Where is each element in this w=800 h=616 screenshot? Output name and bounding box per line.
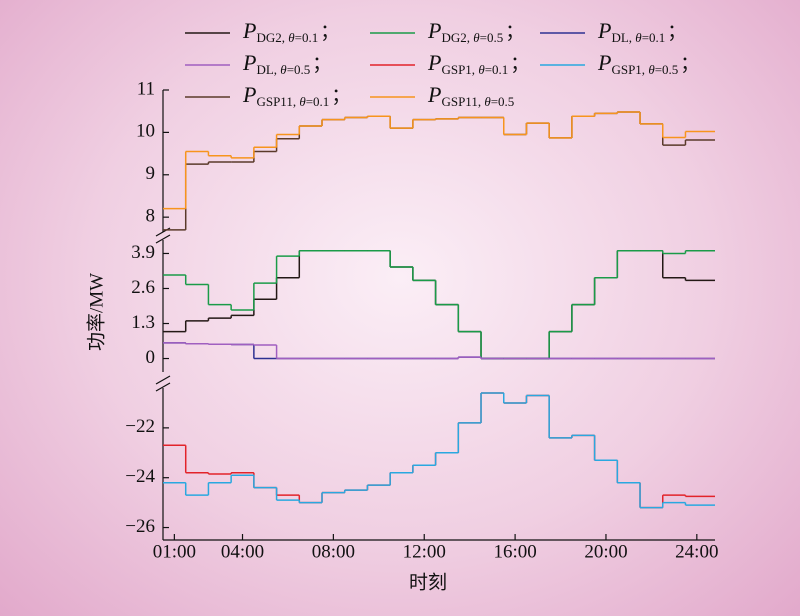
- legend-label: PGSP1, θ=0.1: [427, 50, 508, 77]
- legend-separator: ；: [680, 53, 699, 74]
- legend-name: PGSP11, θ=0.5: [427, 82, 514, 109]
- legend-separator: ；: [331, 85, 350, 106]
- y-tick-label: 3.9: [131, 242, 155, 263]
- legend-name: PDL, θ=0.1: [597, 18, 665, 45]
- legend-label: PGSP11, θ=0.1: [242, 82, 329, 109]
- y-tick-label: −22: [125, 416, 155, 437]
- legend-separator: ；: [667, 21, 686, 42]
- y-tick-label: 8: [146, 206, 156, 227]
- x-tick-label: 20:00: [584, 541, 627, 562]
- legend-name: PDG2, θ=0.5: [427, 18, 503, 45]
- y-tick-label: −24: [125, 466, 155, 487]
- legend-label: PDG2, θ=0.5: [427, 18, 503, 45]
- legend-separator: ；: [320, 21, 339, 42]
- x-tick-label: 12:00: [403, 541, 446, 562]
- x-tick-label: 04:00: [221, 541, 264, 562]
- legend-name: PDL, θ=0.5: [242, 50, 310, 77]
- legend-label: PDG2, θ=0.1: [242, 18, 318, 45]
- axis-break: [155, 382, 171, 392]
- y-tick-label: 0: [146, 347, 156, 368]
- axis-break: [155, 234, 171, 244]
- legend-separator: ；: [312, 53, 331, 74]
- y-tick-label: −26: [125, 516, 155, 537]
- axis-break: [155, 375, 171, 385]
- y-axis-label: 功率/MW: [85, 273, 107, 351]
- legend-separator: ；: [505, 21, 524, 42]
- x-tick-label: 01:00: [153, 541, 196, 562]
- y-tick-label: 2.6: [131, 277, 155, 298]
- x-axis-label: 时刻: [409, 571, 447, 593]
- legend-label: PDL, θ=0.5: [242, 50, 310, 77]
- y-tick-label: 11: [137, 78, 155, 99]
- legend-name: PGSP1, θ=0.5: [597, 50, 678, 77]
- y-tick-label: 9: [146, 163, 156, 184]
- x-tick-label: 24:00: [675, 541, 718, 562]
- y-tick-label: 1.3: [131, 312, 155, 333]
- legend-separator: ；: [510, 53, 529, 74]
- y-tick-label: 10: [136, 121, 155, 142]
- x-tick-label: 16:00: [493, 541, 536, 562]
- legend-name: PDG2, θ=0.1: [242, 18, 318, 45]
- legend-label: PGSP1, θ=0.5: [597, 50, 678, 77]
- legend-label: PGSP11, θ=0.5: [427, 82, 514, 109]
- x-tick-label: 08:00: [312, 541, 355, 562]
- legend-name: PGSP1, θ=0.1: [427, 50, 508, 77]
- legend-name: PGSP11, θ=0.1: [242, 82, 329, 109]
- legend-label: PDL, θ=0.1: [597, 18, 665, 45]
